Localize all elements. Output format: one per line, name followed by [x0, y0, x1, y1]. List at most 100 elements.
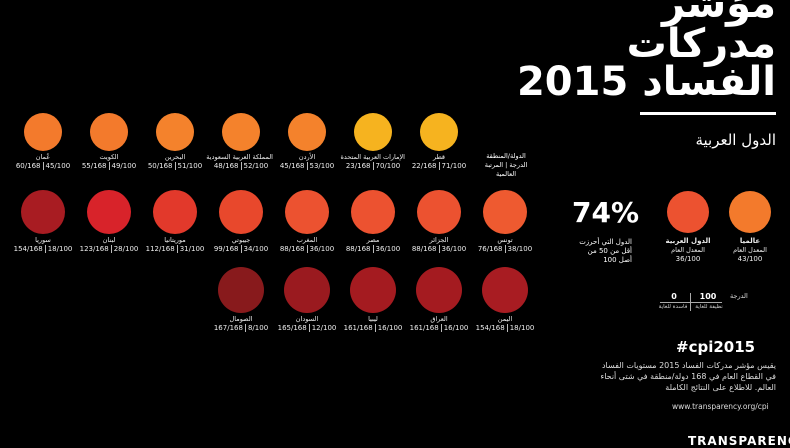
average-name: عالميا	[739, 237, 761, 245]
country-name: جيبوتي	[231, 236, 251, 244]
rank-total: /168	[92, 245, 109, 253]
average-name: الدول العربية	[665, 237, 711, 245]
country-circle	[87, 190, 131, 234]
country-name: الصومال	[229, 315, 253, 323]
rank: 154	[475, 324, 489, 332]
score: 52	[243, 162, 253, 170]
score: 34	[243, 245, 253, 253]
country-stats: 60/168 45/100	[11, 162, 75, 171]
country-stats: 48/168 52/100	[209, 162, 273, 171]
rank: 76	[477, 245, 487, 253]
average-stats: 43/100	[718, 255, 782, 264]
score-total: /100	[188, 245, 205, 253]
country-stats: 112/168 31/100	[143, 245, 207, 254]
country-label: البحرين 50/168 51/100	[143, 153, 207, 171]
country-label: اليمن 154/168 18/100	[473, 315, 537, 333]
country-circle	[482, 267, 528, 313]
hashtag: #cpi2015	[676, 338, 756, 356]
country-stats: 50/168 51/100	[143, 162, 207, 171]
separator	[372, 245, 374, 253]
country-label: عُمان 60/168 45/100	[11, 153, 75, 171]
score-total: /100	[746, 255, 763, 263]
average-stats: 36/100	[656, 255, 720, 264]
separator	[174, 162, 176, 170]
score: 38	[507, 245, 517, 253]
rank: 112	[145, 245, 159, 253]
country-circle	[288, 113, 326, 151]
country-name: قطر	[432, 153, 446, 161]
rank-total: /168	[158, 245, 175, 253]
country-label: قطر 22/168 71/100	[407, 153, 471, 171]
rank-total: /168	[222, 162, 239, 170]
score: 18	[509, 324, 519, 332]
country-name: السودان	[295, 315, 319, 323]
rank-total: /168	[422, 324, 439, 332]
separator	[372, 162, 374, 170]
score: 71	[441, 162, 451, 170]
score-total: /100	[56, 245, 73, 253]
country-label: موريتانيا 112/168 31/100	[143, 236, 207, 254]
country-stats: 22/168 71/100	[407, 162, 471, 171]
average-circle	[667, 191, 709, 233]
rank: 123	[79, 245, 93, 253]
country-stats: 88/168 36/100	[341, 245, 405, 254]
country-label: المغرب 88/168 36/100	[275, 236, 339, 254]
subtitle: الدول العربية	[695, 131, 776, 149]
column-header-line: العالمية	[495, 170, 517, 178]
rank-total: /168	[354, 162, 371, 170]
country-label: مصر 88/168 36/100	[341, 236, 405, 254]
separator	[440, 324, 442, 332]
country-label: الجزائر 88/168 36/100	[407, 236, 471, 254]
separator	[42, 162, 44, 170]
score-total: /100	[252, 245, 269, 253]
score-total: /100	[54, 162, 71, 170]
separator	[44, 245, 46, 253]
separator	[110, 245, 112, 253]
separator	[438, 245, 440, 253]
separator	[306, 162, 308, 170]
score-total: /100	[452, 324, 469, 332]
country-name: مصر	[366, 236, 380, 244]
score: 36	[441, 245, 451, 253]
rank: 50	[147, 162, 157, 170]
url: www.transparency.org/cpi	[672, 402, 769, 411]
rank-total: /168	[24, 162, 41, 170]
country-name: لبنان	[102, 236, 116, 244]
country-label: سوريا 154/168 18/100	[11, 236, 75, 254]
average-score: 36	[675, 255, 685, 263]
score: 49	[111, 162, 121, 170]
score-total: /100	[450, 245, 467, 253]
rank: 55	[81, 162, 91, 170]
rank: 88	[411, 245, 421, 253]
separator	[374, 324, 376, 332]
country-name: ليبيا	[368, 315, 378, 323]
country-circle	[153, 190, 197, 234]
country-stats: 45/168 53/100	[275, 162, 339, 171]
score-total: /100	[518, 324, 535, 332]
score-total: /100	[186, 162, 203, 170]
score-total: /100	[386, 324, 403, 332]
rank-total: /168	[420, 245, 437, 253]
rank: 99	[213, 245, 223, 253]
score: 18	[47, 245, 57, 253]
score-total: /100	[252, 324, 269, 332]
country-stats: 23/168 70/100	[341, 162, 405, 171]
rank-total: /168	[356, 324, 373, 332]
country-name: البحرين	[164, 153, 186, 161]
country-circle	[285, 190, 329, 234]
rank-total: /168	[488, 324, 505, 332]
country-stats: 88/168 36/100	[407, 245, 471, 254]
score: 16	[377, 324, 387, 332]
average-sub: المعدل العام	[733, 246, 767, 254]
rank-total: /168	[222, 245, 239, 253]
scale-low-value: 0	[671, 292, 677, 301]
country-name: المملكة العربية السعودية	[206, 153, 273, 161]
country-name: الأردن	[298, 153, 316, 161]
country-stats: 88/168 36/100	[275, 245, 339, 254]
column-header-line: الدولة/المنطقة	[486, 152, 526, 160]
rank-total: /168	[90, 162, 107, 170]
score: 31	[179, 245, 189, 253]
score: 16	[443, 324, 453, 332]
country-stats: 76/168 38/100	[473, 245, 537, 254]
average-label: الدول العربية المعدل العام 36/100	[656, 237, 720, 264]
